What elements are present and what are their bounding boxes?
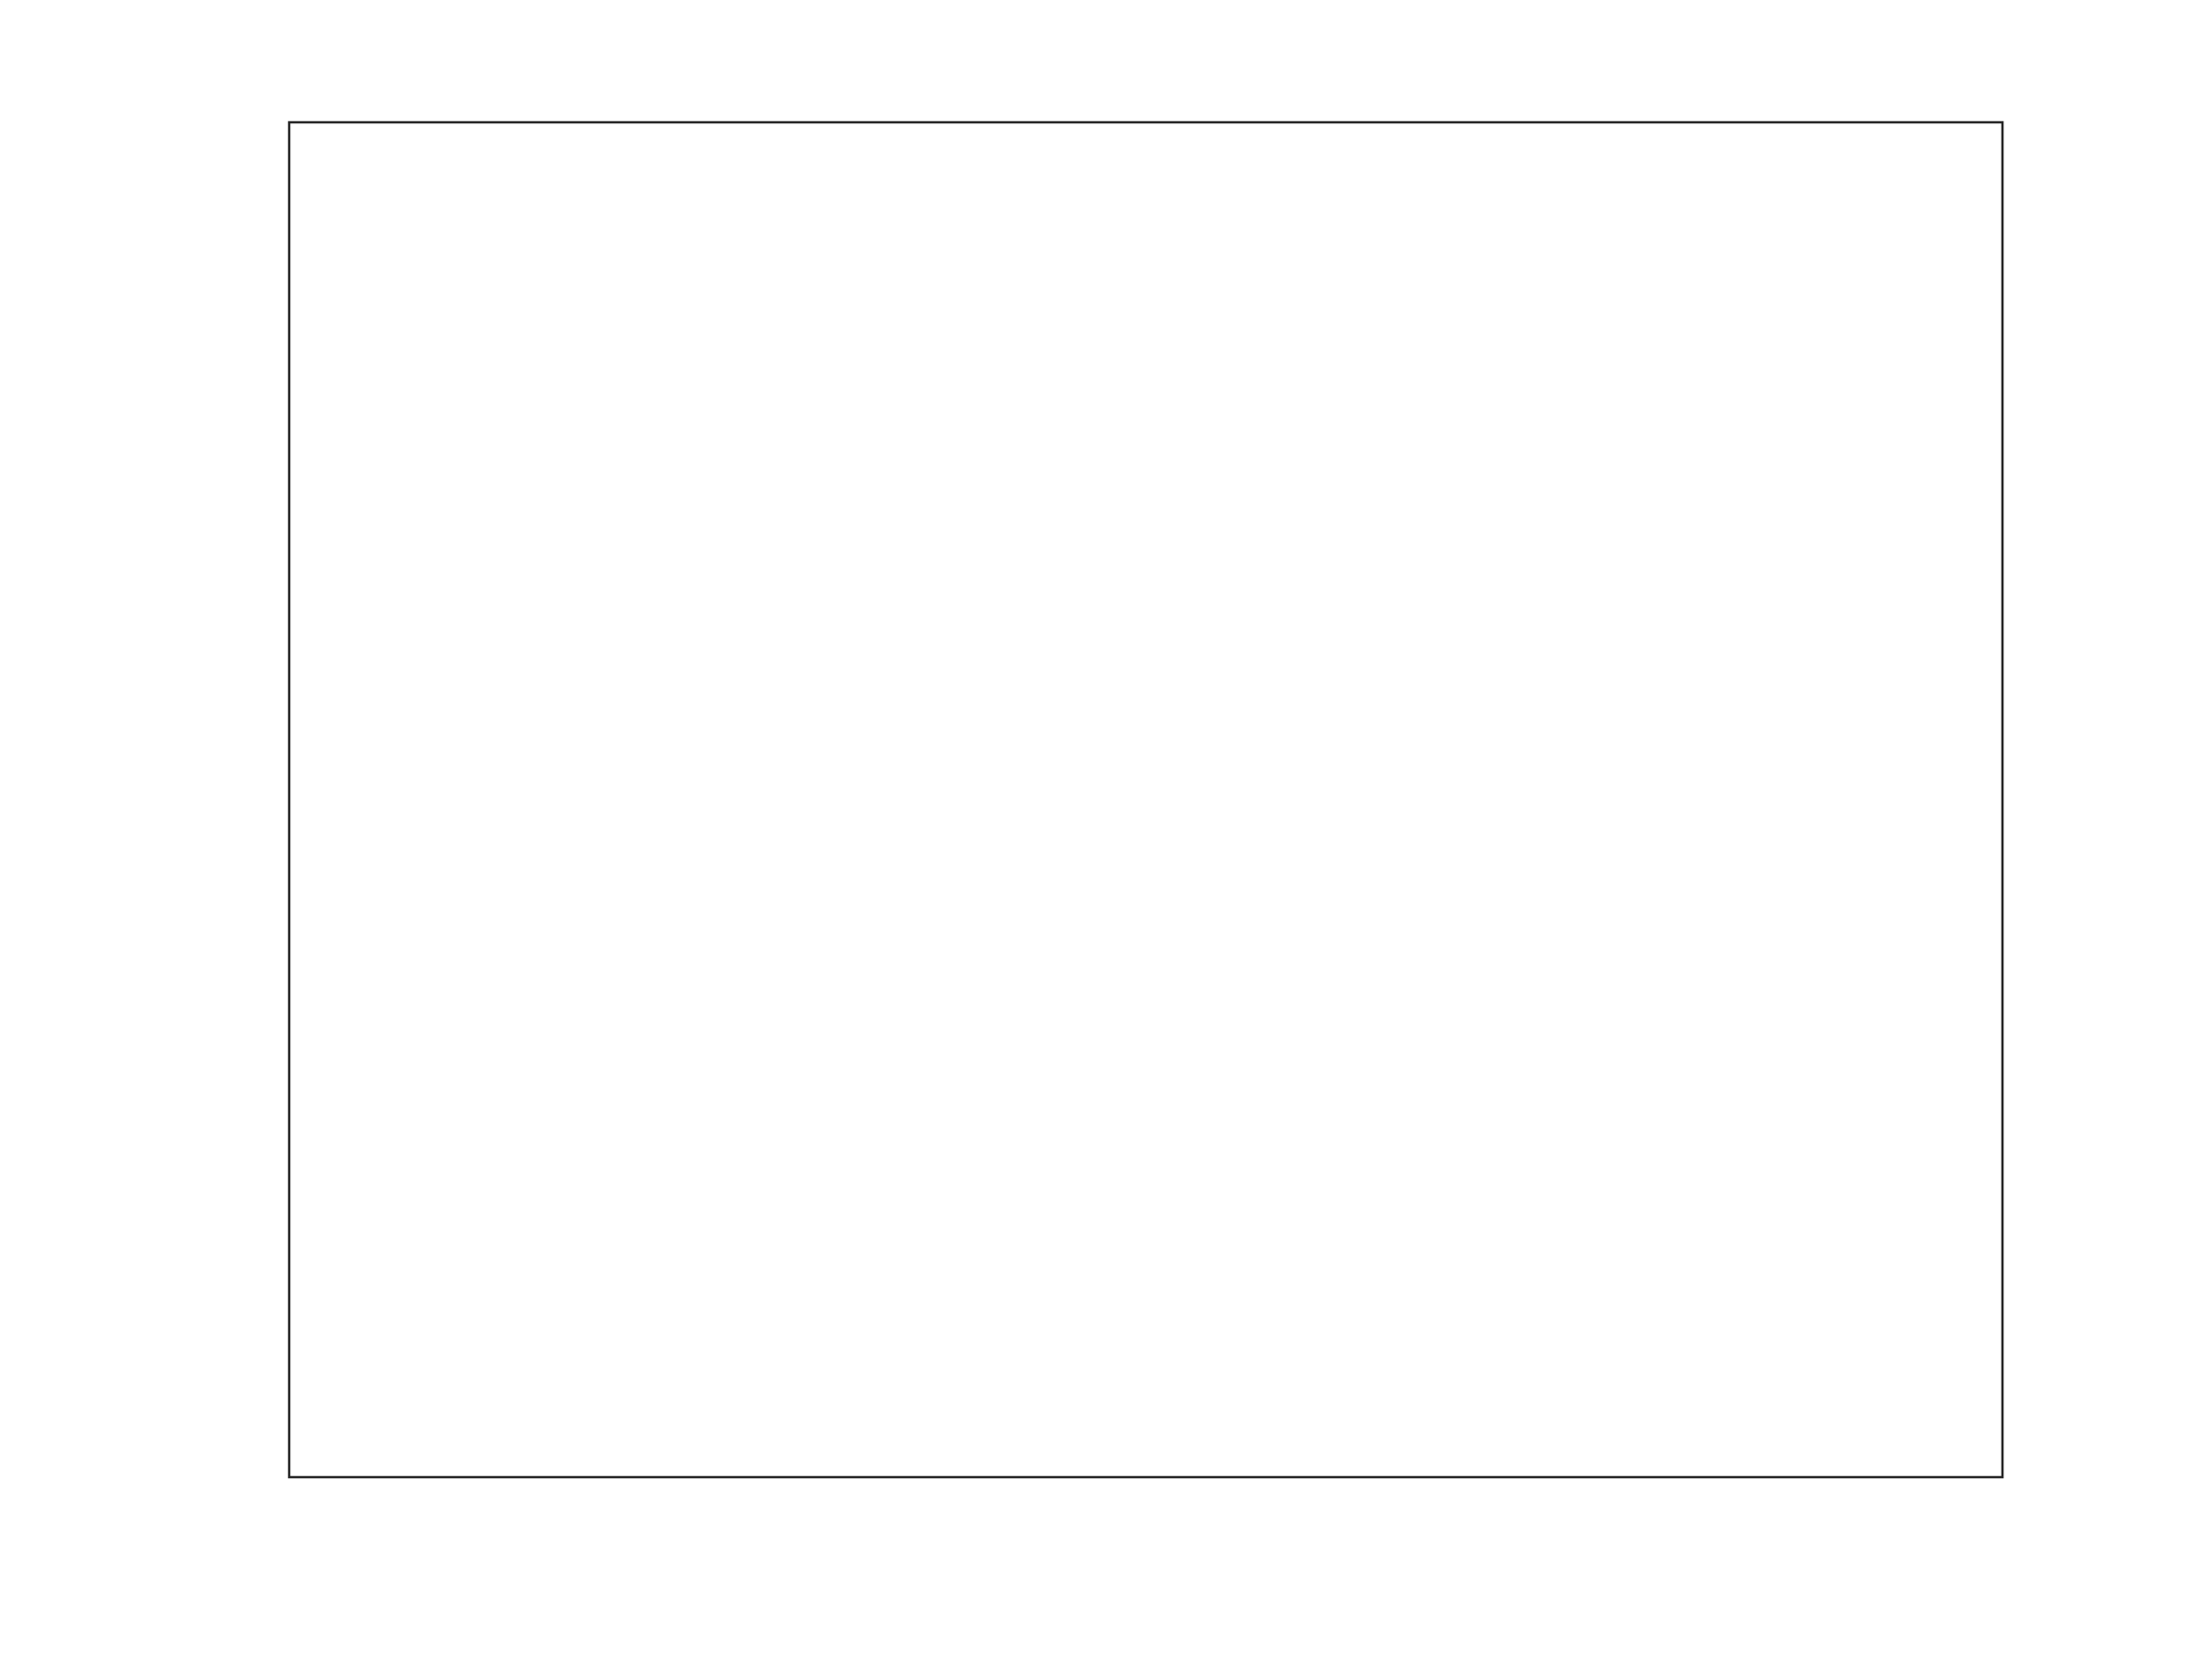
axes-box	[287, 120, 2004, 1479]
